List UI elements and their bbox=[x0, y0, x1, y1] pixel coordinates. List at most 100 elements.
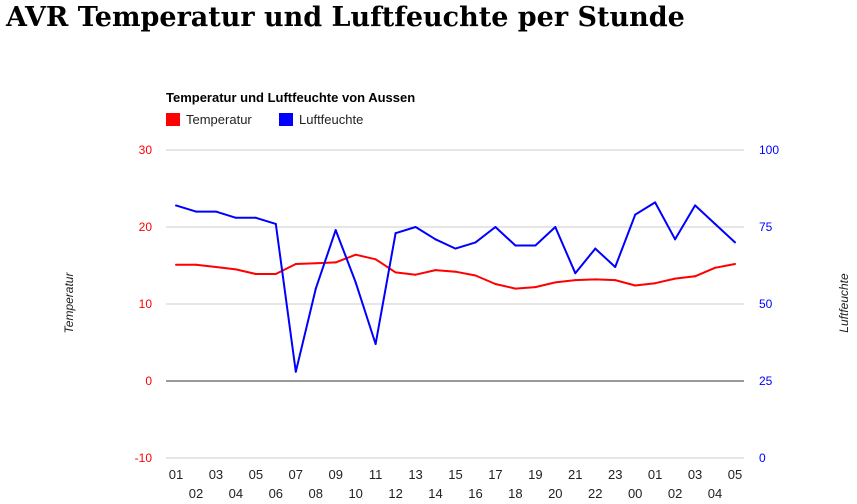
x-tick-label: 12 bbox=[388, 486, 402, 501]
x-tick-label: 04 bbox=[229, 486, 243, 501]
x-tick-label: 05 bbox=[728, 467, 742, 482]
humidity-point bbox=[554, 226, 557, 228]
x-tick-label: 11 bbox=[369, 467, 383, 482]
x-tick-label: 05 bbox=[249, 467, 263, 482]
humidity-point bbox=[514, 244, 517, 247]
temperature-point bbox=[734, 262, 736, 265]
y-right-tick-label: 25 bbox=[759, 374, 773, 388]
temperature-point bbox=[175, 263, 177, 266]
chart-title: Temperatur und Luftfeuchte von Aussen bbox=[166, 90, 415, 105]
x-tick-label: 22 bbox=[588, 486, 602, 501]
x-tick-label: 01 bbox=[169, 467, 183, 482]
x-tick-label: 13 bbox=[408, 467, 422, 482]
humidity-point bbox=[694, 204, 697, 207]
x-tick-label: 04 bbox=[708, 486, 722, 501]
humidity-point bbox=[374, 343, 377, 346]
temperature-point bbox=[214, 266, 217, 269]
humidity-point bbox=[334, 229, 337, 232]
x-tick-label: 06 bbox=[269, 486, 283, 501]
humidity-point bbox=[494, 226, 497, 228]
y-right-axis-label: Luftfeuchte bbox=[837, 273, 851, 333]
humidity-point bbox=[474, 241, 477, 244]
temperature-point bbox=[474, 274, 477, 277]
x-tick-label: 10 bbox=[348, 486, 362, 501]
x-tick-label: 03 bbox=[688, 467, 702, 482]
temperature-point bbox=[354, 253, 357, 256]
temperature-point bbox=[514, 287, 517, 290]
temperature-point bbox=[494, 282, 497, 285]
temperature-point bbox=[574, 279, 577, 282]
humidity-point bbox=[175, 204, 177, 207]
y-left-tick-label: 0 bbox=[145, 374, 152, 388]
temperature-point bbox=[594, 278, 597, 281]
x-tick-label: 03 bbox=[209, 467, 223, 482]
legend-label: Temperatur bbox=[186, 112, 252, 127]
humidity-point bbox=[574, 272, 577, 275]
y-right-tick-label: 75 bbox=[759, 220, 773, 234]
humidity-point bbox=[214, 210, 217, 213]
grid-lines bbox=[166, 149, 744, 459]
temperature-point bbox=[334, 261, 337, 264]
humidity-point bbox=[654, 201, 657, 204]
temperature-point bbox=[274, 272, 277, 275]
y-left-axis-label: Temperatur bbox=[62, 272, 76, 334]
temperature-point bbox=[614, 279, 617, 282]
temperature-point bbox=[674, 277, 677, 280]
y-right-tick-label: 50 bbox=[759, 297, 773, 311]
x-tick-label: 08 bbox=[309, 486, 323, 501]
humidity-point bbox=[294, 370, 297, 373]
x-tick-label: 15 bbox=[448, 467, 462, 482]
humidity-point bbox=[194, 210, 197, 213]
temperature-point bbox=[434, 269, 437, 272]
x-tick-label: 02 bbox=[189, 486, 203, 501]
humidity-line bbox=[175, 201, 736, 373]
temperature-point bbox=[554, 281, 557, 284]
x-tick-label: 20 bbox=[548, 486, 562, 501]
humidity-point bbox=[594, 247, 597, 250]
x-tick-label: 02 bbox=[668, 486, 682, 501]
x-tick-label: 14 bbox=[428, 486, 442, 501]
temperature-point bbox=[634, 284, 637, 287]
humidity-point bbox=[414, 226, 417, 228]
x-tick-label: 09 bbox=[328, 467, 342, 482]
x-tick-label: 21 bbox=[568, 467, 582, 482]
temperature-point bbox=[234, 268, 237, 271]
humidity-point bbox=[354, 281, 357, 284]
humidity-point bbox=[734, 241, 736, 244]
temperature-point bbox=[714, 266, 717, 269]
humidity-point bbox=[714, 222, 717, 225]
y-right-tick-label: 100 bbox=[759, 143, 779, 157]
temperature-point bbox=[294, 262, 297, 265]
x-tick-label: 16 bbox=[468, 486, 482, 501]
y-left-tick-label: 10 bbox=[139, 297, 153, 311]
series-lines bbox=[175, 201, 736, 373]
x-tick-label: 00 bbox=[628, 486, 642, 501]
temperature-point bbox=[394, 271, 397, 274]
temperature-point bbox=[194, 263, 197, 266]
temperature-point bbox=[314, 262, 317, 265]
axes: -100102030025507510001020304050607080910… bbox=[62, 143, 851, 501]
x-tick-label: 01 bbox=[648, 467, 662, 482]
x-tick-label: 18 bbox=[508, 486, 522, 501]
y-right-tick-label: 0 bbox=[759, 451, 766, 465]
legend: Temperatur und Luftfeuchte von Aussen Tem… bbox=[166, 90, 415, 127]
temperature-point bbox=[534, 286, 537, 289]
x-tick-label: 17 bbox=[488, 467, 502, 482]
x-tick-label: 19 bbox=[528, 467, 542, 482]
humidity-point bbox=[614, 266, 617, 269]
page-heading: AVR Temperatur und Luftfeuchte per Stund… bbox=[6, 2, 685, 33]
temperature-point bbox=[454, 270, 457, 273]
humidity-point bbox=[254, 216, 257, 219]
legend-label: Luftfeuchte bbox=[299, 112, 363, 127]
humidity-point bbox=[434, 238, 437, 241]
humidity-point bbox=[634, 213, 637, 216]
humidity-point bbox=[454, 247, 457, 250]
temperature-point bbox=[374, 258, 377, 261]
humidity-point bbox=[674, 238, 677, 241]
y-left-tick-label: 20 bbox=[139, 220, 153, 234]
x-tick-label: 07 bbox=[289, 467, 303, 482]
humidity-point bbox=[234, 216, 237, 219]
x-tick-label: 23 bbox=[608, 467, 622, 482]
legend-swatch bbox=[166, 113, 180, 126]
